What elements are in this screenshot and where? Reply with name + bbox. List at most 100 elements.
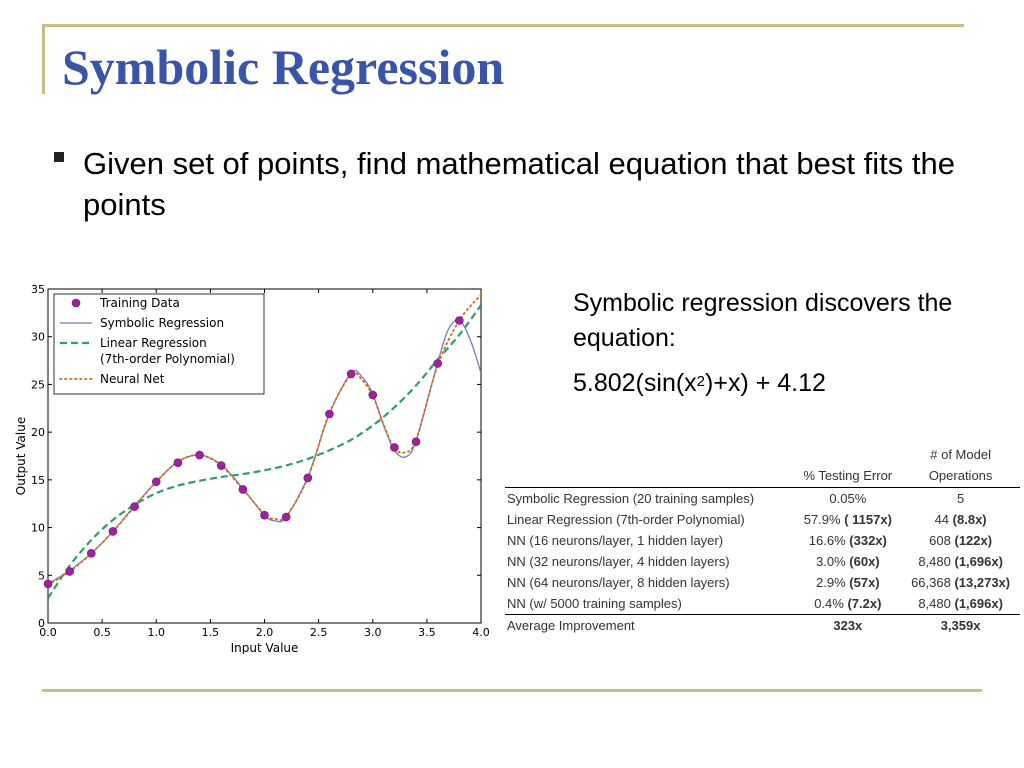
training-data-point [281,512,291,522]
cell-value: 8,480 [918,554,951,569]
training-data-point [411,437,421,446]
bottom-divider [42,689,982,692]
x-tick-label: 3.0 [364,626,382,639]
cell-factor: (122x) [954,533,993,548]
side-description: Symbolic regression discovers the equati… [573,289,953,352]
training-data-point [346,369,356,379]
cell-method: Linear Regression (7th-order Polynomial) [505,509,794,530]
x-axis-label: Input Value [231,641,299,654]
equation-prefix: 5.802(sin(x [573,369,697,397]
training-data-point [390,443,399,452]
y-tick-label: 35 [31,283,45,296]
cell-factor: (7.2x) [847,596,882,611]
cell-factor: (13,273x) [954,575,1011,590]
cell-value: 16.6% [808,533,846,548]
x-tick-label: 2.0 [256,626,274,639]
y-tick-label: 0 [38,617,45,630]
x-tick-label: 4.0 [472,626,490,639]
cell-value: 608 [929,533,951,548]
discovered-equation: 5.802(sin(x2)+x) + 4.12 [573,366,826,401]
cell-value: 57.9% [803,512,841,527]
table-row: Linear Regression (7th-order Polynomial)… [505,509,1020,530]
cell-factor: ( 1157x) [844,512,892,527]
training-data-point [216,461,226,470]
training-data-point [65,567,74,576]
cell-factor: (57x) [849,575,880,590]
cell-value: 5 [956,491,965,506]
cell-ops: 608 (122x) [901,530,1020,551]
training-data-point [325,409,334,419]
cell-error: 16.6% (332x) [794,530,901,551]
cell-method: NN (64 neurons/layer, 8 hidden layers) [505,572,794,593]
x-tick-label: 1.0 [148,626,166,639]
average-label: Average Improvement [505,614,795,636]
training-data-point [433,359,443,368]
header-model-operations: # of Model Operations [901,443,1020,488]
training-data-point [151,477,161,487]
equation-suffix: )+x) + 4.12 [705,369,826,397]
header-testing-error: % Testing Error [794,443,902,488]
training-data-point [238,485,248,494]
cell-value: NN (16 neurons/layer, 1 hidden layer) [507,533,724,548]
cell-value: NN (64 neurons/layer, 8 hidden layers) [507,575,730,590]
table-header-row: % Testing Error # of Model Operations [505,443,1020,488]
average-ops: 3,359x [901,614,1020,636]
cell-value: NN (w/ 5000 training samples) [507,596,682,611]
cell-error: 0.4% (7.2x) [794,593,901,615]
results-table: % Testing Error # of Model Operations Sym… [505,443,1020,636]
y-tick-label: 20 [31,426,45,439]
header-ops-line1: # of Model [930,447,991,462]
y-tick-label: 25 [31,378,45,391]
cell-factor: (332x) [849,533,887,548]
cell-value: NN (32 neurons/layer, 4 hidden layers) [507,554,730,569]
cell-value: Symbolic Regression (20 training samples… [507,491,755,506]
cell-ops: 44 (8.8x) [901,509,1020,530]
equation-exponent: 2 [696,373,706,390]
training-data-point [43,579,53,589]
cell-value: 66,368 [911,575,951,590]
x-tick-label: 0.0 [39,626,57,639]
bullet-text: Given set of points, find mathematical e… [83,146,955,222]
table-row: NN (32 neurons/layer, 4 hidden layers) 3.… [505,551,1020,572]
y-tick-label: 10 [31,522,45,535]
cell-value: Linear Regression (7th-order Polynomial) [507,512,745,527]
average-error: 323x [794,614,902,636]
cell-ops: 5 [901,488,1020,510]
cell-ops: 66,368 (13,273x) [901,572,1020,593]
training-data-point [455,316,464,325]
cell-method: Symbolic Regression (20 training samples… [505,488,794,510]
training-data-point [195,450,204,460]
linear-regression-line [48,304,481,599]
slide-title: Symbolic Regression [62,39,505,95]
table-row: NN (16 neurons/layer, 1 hidden layer) 16.… [505,530,1020,551]
training-data-point [260,510,269,520]
legend-marker-training [71,298,81,308]
y-axis-label: Output Value [14,417,28,495]
title-accent-bar [42,24,45,94]
bullet-square-icon [54,152,64,162]
y-tick-label: 5 [38,569,45,582]
cell-factor: (8.8x) [952,512,987,527]
y-tick-label: 30 [31,331,45,344]
cell-method: NN (32 neurons/layer, 4 hidden layers) [505,551,794,572]
legend-label: Training Data [99,296,180,310]
cell-error: 57.9% ( 1157x) [794,509,901,530]
table-row: NN (64 neurons/layer, 8 hidden layers) 2.… [505,572,1020,593]
table-row: Symbolic Regression (20 training samples… [505,488,1020,510]
cell-value: 2.9% [816,575,846,590]
legend-label: Linear Regression [100,336,207,350]
x-tick-label: 2.5 [310,626,328,639]
cell-error: 0.05% [794,488,901,510]
legend-label: Symbolic Regression [100,316,224,330]
training-data-point [108,527,118,536]
cell-factor: (1,696x) [954,596,1003,611]
cell-value: 44 [934,512,950,527]
cell-value: 0.05% [829,491,867,506]
header-method [505,443,795,488]
cell-value: 3.0% [816,554,846,569]
x-tick-label: 3.5 [418,626,436,639]
x-tick-label: 0.5 [93,626,111,639]
cell-value: 0.4% [814,596,844,611]
cell-factor: (1,696x) [954,554,1003,569]
cell-ops: 8,480 (1,696x) [901,593,1020,615]
